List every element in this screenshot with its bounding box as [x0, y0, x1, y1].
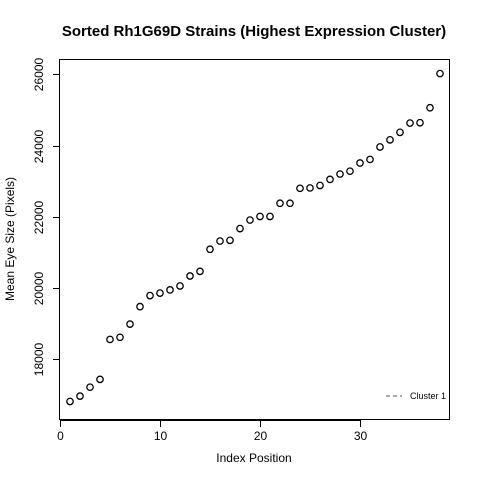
data-point [226, 236, 234, 245]
data-point [66, 397, 74, 406]
data-point [126, 320, 134, 328]
data-point [436, 69, 444, 78]
data-point [276, 199, 284, 208]
data-point [236, 224, 244, 233]
data-point [336, 170, 344, 178]
x-axis-label: Index Position [216, 451, 291, 465]
data-point [346, 167, 354, 176]
data-point [306, 184, 314, 192]
data-point [286, 199, 294, 208]
data-point [206, 245, 214, 254]
data-point [116, 333, 124, 342]
y-tick-label: 26000 [32, 57, 46, 91]
data-point [416, 118, 424, 127]
data-point [106, 335, 114, 344]
chart-title: Sorted Rh1G69D Strains (Highest Expressi… [62, 23, 446, 40]
data-point [316, 181, 324, 190]
data-point [356, 159, 364, 167]
y-axis: 18000 20000 22000 24000 26000 [32, 57, 60, 376]
y-tick-label: 22000 [32, 200, 46, 234]
y-tick-label: 20000 [32, 271, 46, 305]
data-point [376, 143, 384, 151]
data-point [256, 212, 264, 221]
data-point [136, 302, 144, 311]
y-axis-label: Mean Eye Size (Pixels) [3, 177, 17, 301]
data-point [246, 216, 254, 224]
legend: Cluster 1 [386, 391, 446, 401]
data-point [176, 282, 184, 290]
data-point [326, 175, 334, 184]
legend-item-label: Cluster 1 [410, 391, 446, 401]
data-point [166, 286, 174, 294]
x-tick-label: 0 [57, 429, 64, 443]
data-point [186, 272, 194, 280]
data-point [406, 119, 414, 127]
data-point [86, 383, 94, 392]
data-point [96, 375, 104, 384]
data-point [76, 392, 84, 400]
x-axis: 0 10 20 30 [57, 420, 367, 443]
data-point [196, 267, 204, 276]
data-point [266, 212, 274, 221]
data-point [296, 184, 304, 193]
plot-frame [59, 59, 450, 420]
data-point [216, 237, 224, 245]
y-tick-label: 18000 [32, 342, 46, 376]
y-tick-label: 24000 [32, 129, 46, 163]
data-points [66, 69, 444, 406]
x-tick-label: 10 [154, 429, 168, 443]
data-point [156, 289, 164, 297]
data-point [426, 103, 434, 112]
data-point [386, 135, 394, 144]
x-tick-label: 30 [354, 429, 368, 443]
data-point [146, 291, 154, 300]
data-point [366, 155, 374, 164]
x-tick-label: 20 [254, 429, 268, 443]
data-point [396, 128, 404, 137]
